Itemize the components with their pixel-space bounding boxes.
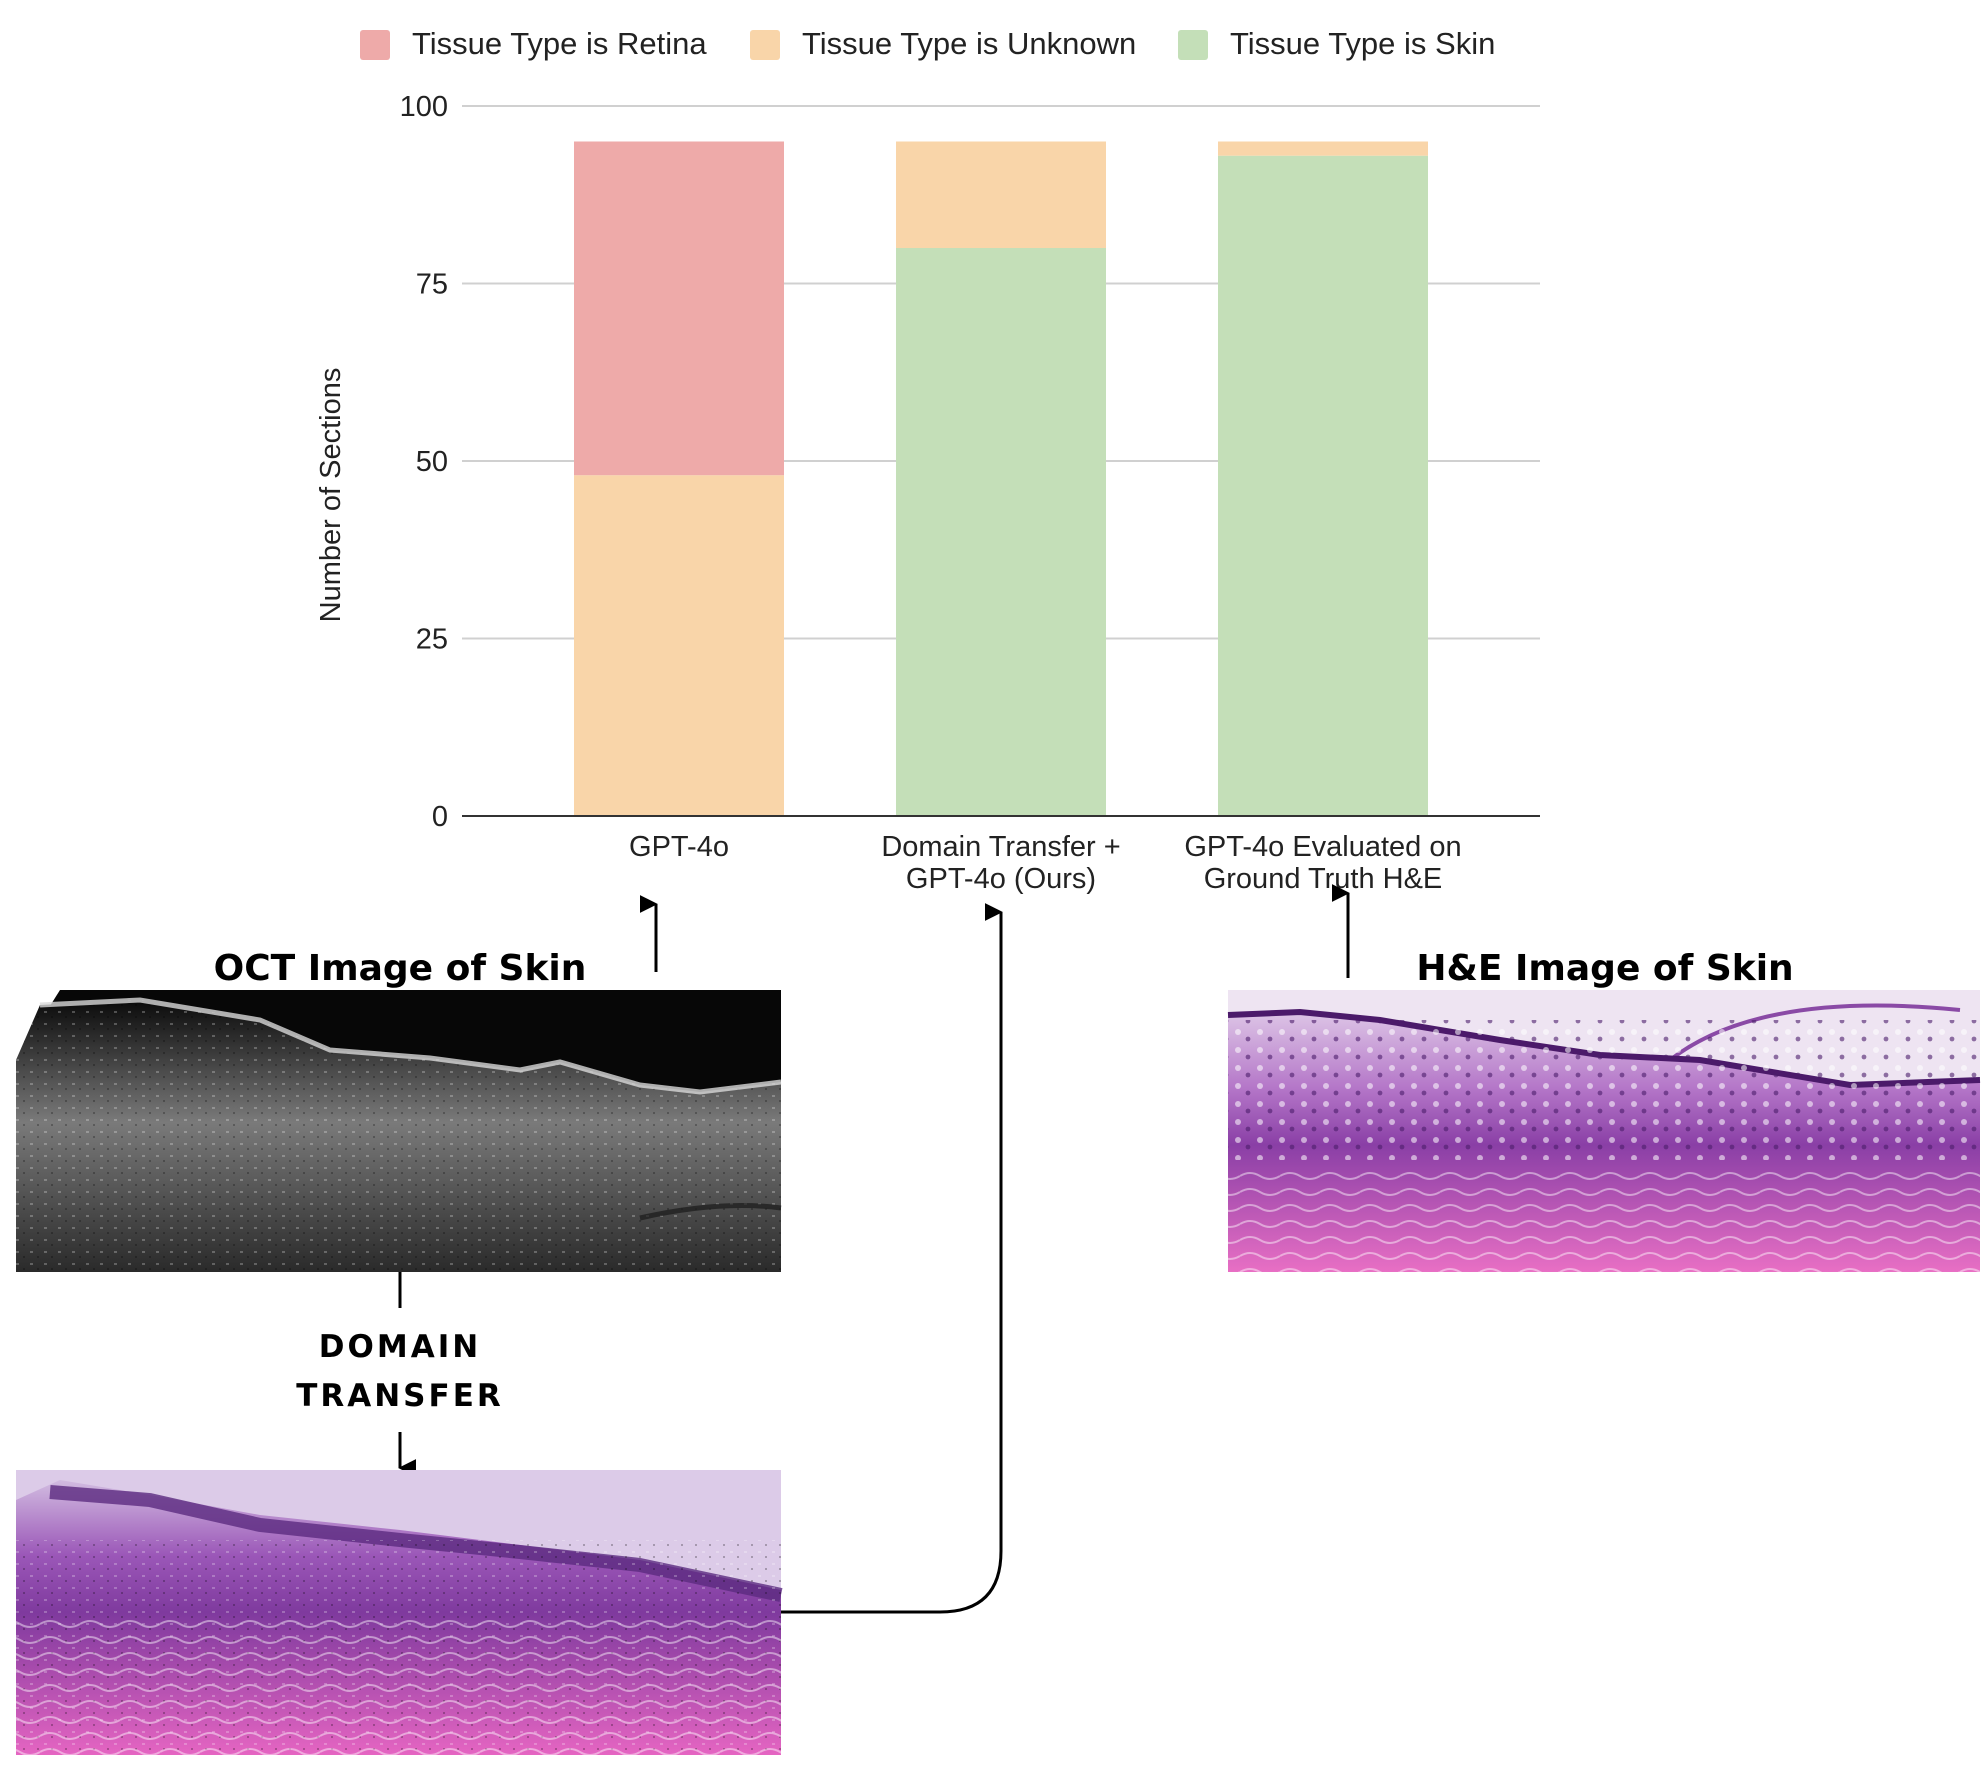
bar-segment-tissue-type-is-retina	[574, 141, 784, 476]
y-tick-label: 25	[416, 624, 448, 656]
translated-he-image	[16, 1470, 783, 1755]
domain-transfer-label-line1: DOMAIN	[319, 1329, 481, 1365]
arrow-transfer-to-ours	[781, 903, 1003, 1614]
legend-swatch	[360, 30, 390, 60]
bars	[574, 141, 1428, 816]
x-tick-label: GPT-4o (Ours)	[906, 863, 1096, 895]
y-tick-labels: 0 25 50 75 100	[400, 91, 448, 833]
domain-transfer-label-line2: TRANSFER	[296, 1378, 504, 1414]
bar-segment-tissue-type-is-skin	[896, 248, 1106, 816]
x-tick-label: Domain Transfer +	[881, 831, 1120, 863]
x-tick-label: Ground Truth H&E	[1204, 863, 1443, 895]
legend-swatch	[1178, 30, 1208, 60]
x-tick-label: GPT-4o Evaluated on	[1184, 831, 1461, 863]
legend-swatch	[750, 30, 780, 60]
oct-image-title: OCT Image of Skin	[214, 948, 587, 989]
legend-label: Tissue Type is Skin	[1230, 26, 1495, 61]
he-image	[1227, 990, 1981, 1272]
y-axis-label: Number of Sections	[315, 368, 347, 623]
x-tick-label: GPT-4o	[629, 831, 729, 863]
y-tick-label: 50	[416, 446, 448, 478]
legend-label: Tissue Type is Unknown	[802, 26, 1136, 61]
connector-arrows	[398, 884, 1350, 1614]
bar-segment-tissue-type-is-unknown	[574, 475, 784, 816]
bar-segment-tissue-type-is-unknown	[896, 141, 1106, 248]
y-tick-label: 75	[416, 269, 448, 301]
chart-legend: Tissue Type is Retina Tissue Type is Unkn…	[360, 26, 1495, 61]
oct-image	[16, 990, 782, 1272]
bar-segment-tissue-type-is-skin	[1218, 155, 1428, 816]
y-tick-label: 0	[432, 801, 448, 833]
legend-label: Tissue Type is Retina	[412, 26, 707, 61]
bar-segment-tissue-type-is-unknown	[1218, 141, 1428, 156]
x-tick-labels: GPT-4o Domain Transfer +GPT-4o (Ours) GPT-…	[629, 831, 1462, 895]
y-tick-label: 100	[400, 91, 448, 123]
he-image-title: H&E Image of Skin	[1416, 948, 1793, 989]
